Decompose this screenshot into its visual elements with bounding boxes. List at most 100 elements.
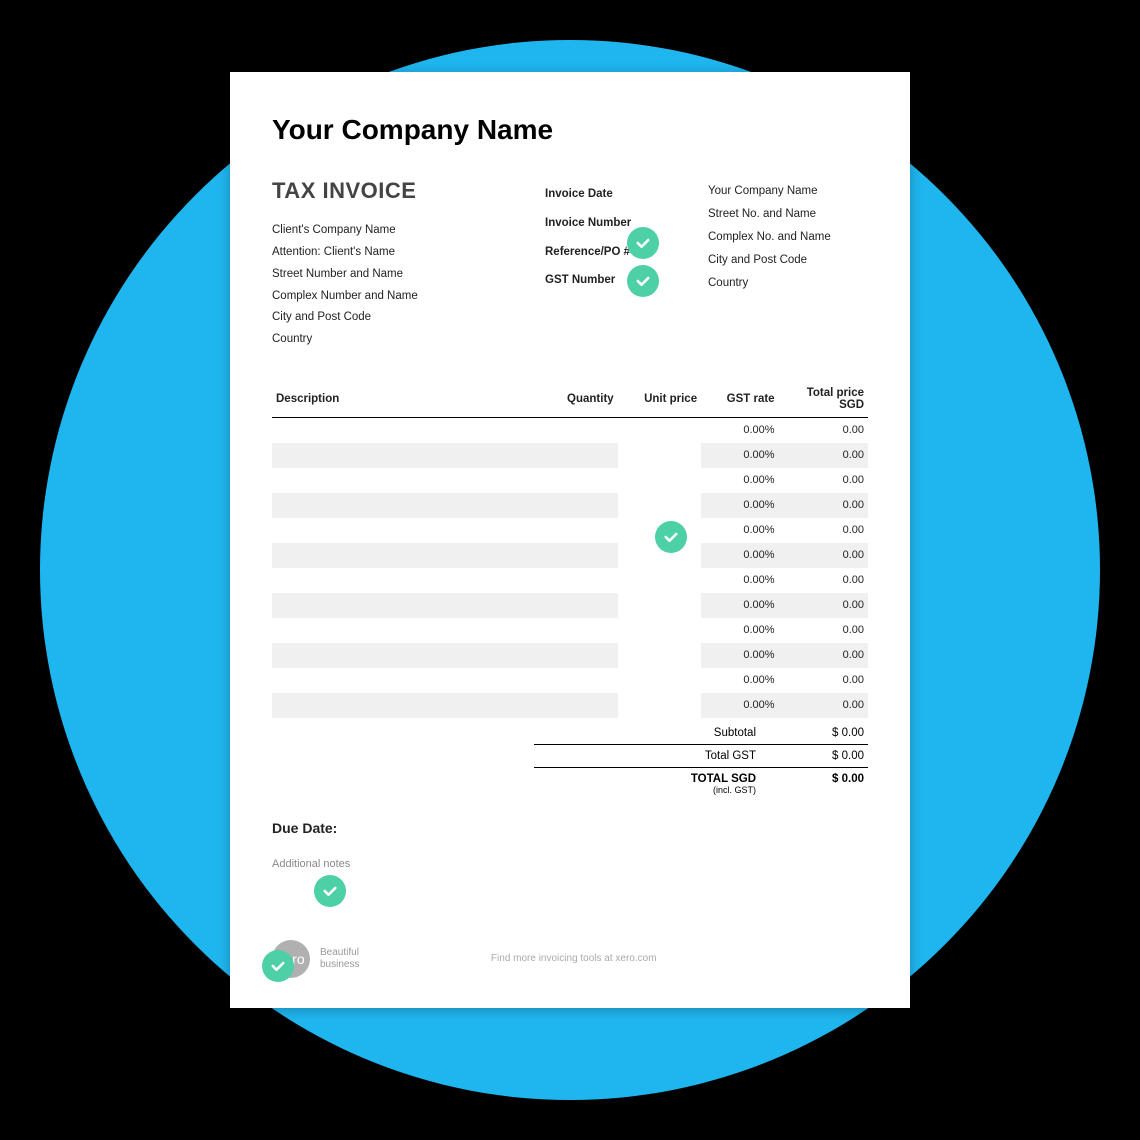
client-address-line: Country <box>272 329 512 351</box>
client-address-line: City and Post Code <box>272 307 512 329</box>
checkmark-badge-icon <box>314 875 346 907</box>
table-cell: 0.00 <box>779 618 868 643</box>
table-cell <box>618 643 701 668</box>
total-gst-value: $ 0.00 <box>784 750 864 762</box>
table-cell: 0.00 <box>779 468 868 493</box>
table-cell <box>272 518 546 543</box>
table-cell <box>618 618 701 643</box>
col-gst-rate: GST rate <box>701 381 778 418</box>
table-cell <box>546 643 618 668</box>
table-cell <box>272 568 546 593</box>
col-quantity: Quantity <box>546 381 618 418</box>
table-cell <box>618 668 701 693</box>
table-cell: 0.00 <box>779 518 868 543</box>
grand-total-label: TOTAL SGD (incl. GST) <box>604 773 784 795</box>
table-cell <box>546 493 618 518</box>
grand-total-sublabel: (incl. GST) <box>604 785 756 795</box>
table-cell <box>272 543 546 568</box>
table-row: 0.00%0.00 <box>272 568 868 593</box>
client-block: TAX INVOICE Client's Company NameAttenti… <box>272 178 512 351</box>
table-cell <box>546 693 618 718</box>
table-cell <box>618 593 701 618</box>
table-cell <box>272 643 546 668</box>
total-gst-row: Total GST $ 0.00 <box>534 744 868 767</box>
client-address-line: Attention: Client's Name <box>272 242 512 264</box>
table-cell <box>546 418 618 443</box>
table-cell <box>546 618 618 643</box>
table-cell: 0.00% <box>701 593 778 618</box>
table-cell: 0.00% <box>701 693 778 718</box>
checkmark-badge-icon <box>262 950 294 982</box>
header-section: TAX INVOICE Client's Company NameAttenti… <box>272 178 868 351</box>
table-cell: 0.00 <box>779 643 868 668</box>
col-description: Description <box>272 381 546 418</box>
table-cell <box>546 518 618 543</box>
table-cell <box>272 593 546 618</box>
xero-tagline: Beautiful business <box>320 947 359 971</box>
table-row: 0.00%0.00 <box>272 593 868 618</box>
meta-labels-block: Invoice Date Invoice Number Reference/PO… <box>545 178 675 351</box>
company-address-line: Street No. and Name <box>708 203 868 226</box>
checkmark-badge-icon <box>655 521 687 553</box>
table-cell <box>618 468 701 493</box>
footer-note: Find more invoicing tools at xero.com <box>359 953 788 964</box>
table-row: 0.00%0.00 <box>272 468 868 493</box>
table-cell <box>618 693 701 718</box>
table-row: 0.00%0.00 <box>272 543 868 568</box>
table-cell: 0.00% <box>701 618 778 643</box>
table-cell: 0.00% <box>701 468 778 493</box>
total-gst-label: Total GST <box>604 750 784 762</box>
footer: xero Beautiful business Find more invoic… <box>272 940 868 988</box>
table-cell: 0.00 <box>779 493 868 518</box>
table-cell <box>272 493 546 518</box>
table-cell <box>272 693 546 718</box>
table-cell: 0.00% <box>701 543 778 568</box>
table-row: 0.00%0.00 <box>272 693 868 718</box>
table-row: 0.00%0.00 <box>272 418 868 443</box>
table-cell: 0.00% <box>701 568 778 593</box>
additional-notes-label: Additional notes <box>272 858 868 870</box>
subtotal-row: Subtotal $ 0.00 <box>272 722 868 744</box>
col-total-price: Total price SGD <box>779 381 868 418</box>
table-cell <box>546 443 618 468</box>
company-address-line: City and Post Code <box>708 249 868 272</box>
table-cell: 0.00% <box>701 418 778 443</box>
table-cell: 0.00 <box>779 593 868 618</box>
checkmark-badge-icon <box>627 265 659 297</box>
table-cell: 0.00 <box>779 568 868 593</box>
table-header-row: Description Quantity Unit price GST rate… <box>272 381 868 418</box>
table-cell <box>272 468 546 493</box>
checkmark-badge-icon <box>627 227 659 259</box>
client-address-line: Client's Company Name <box>272 220 512 242</box>
table-row: 0.00%0.00 <box>272 643 868 668</box>
table-cell <box>618 568 701 593</box>
totals-block: Subtotal $ 0.00 Total GST $ 0.00 TOTAL S… <box>272 722 868 800</box>
table-cell <box>618 443 701 468</box>
company-address-line: Country <box>708 272 868 295</box>
table-row: 0.00%0.00 <box>272 518 868 543</box>
table-cell: 0.00 <box>779 543 868 568</box>
table-cell: 0.00% <box>701 518 778 543</box>
table-row: 0.00%0.00 <box>272 443 868 468</box>
table-cell: 0.00% <box>701 668 778 693</box>
table-cell <box>546 668 618 693</box>
table-cell <box>546 568 618 593</box>
table-cell: 0.00 <box>779 443 868 468</box>
table-cell: 0.00 <box>779 693 868 718</box>
grand-total-value: $ 0.00 <box>784 773 864 795</box>
company-name: Your Company Name <box>272 114 868 146</box>
col-unit-price: Unit price <box>618 381 701 418</box>
table-row: 0.00%0.00 <box>272 618 868 643</box>
company-address-block: Your Company NameStreet No. and NameComp… <box>708 178 868 351</box>
table-cell <box>546 543 618 568</box>
grand-total-row: TOTAL SGD (incl. GST) $ 0.00 <box>534 767 868 800</box>
invoice-page: Your Company Name TAX INVOICE Client's C… <box>230 72 910 1008</box>
table-cell <box>618 493 701 518</box>
table-cell <box>272 618 546 643</box>
table-cell <box>272 418 546 443</box>
table-cell: 0.00% <box>701 443 778 468</box>
table-cell <box>272 443 546 468</box>
table-cell: 0.00% <box>701 643 778 668</box>
table-cell: 0.00 <box>779 418 868 443</box>
subtotal-label: Subtotal <box>604 727 784 739</box>
